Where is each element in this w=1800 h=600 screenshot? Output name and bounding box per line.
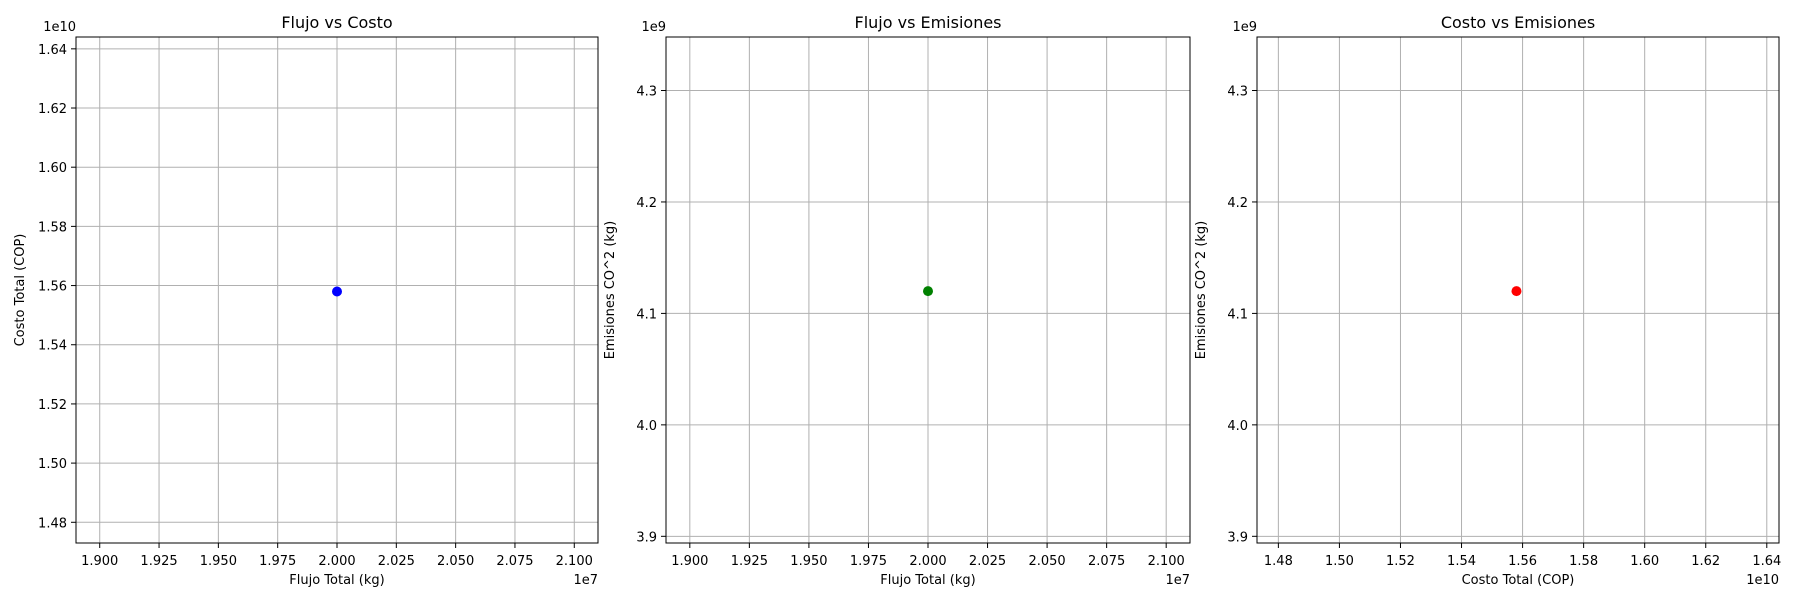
chart-panel-2: 1.900 1.925 1.950 1.975 2.000 2.025 2.050 2.075… — [603, 13, 1191, 588]
x-tick-label: 1.975 — [850, 554, 887, 569]
x-tick-label: 1.50 — [1325, 554, 1354, 569]
y-tick-label: 4.1 — [636, 307, 657, 322]
chart-title: Costo vs Emisiones — [1441, 13, 1595, 32]
chart-title: Flujo vs Costo — [281, 13, 392, 32]
x-tick-label: 1.64 — [1752, 554, 1781, 569]
plot-frame — [665, 36, 1191, 544]
data-point — [923, 286, 933, 297]
x-tick-label: 1.975 — [259, 554, 296, 569]
x-tick-label: 2.025 — [378, 554, 415, 569]
y-offset-label: 1e9 — [1232, 20, 1257, 35]
y-tick-label: 1.50 — [38, 457, 67, 472]
x-tick-label: 2.000 — [318, 554, 355, 569]
x-tick-label: 2.050 — [437, 554, 474, 569]
x-tick-label: 2.025 — [969, 554, 1006, 569]
y-axis-label: Emisiones CO^2 (kg) — [1194, 221, 1209, 360]
x-tick-label: 1.950 — [790, 554, 827, 569]
y-tick-label: 1.48 — [38, 516, 67, 531]
data-point — [1511, 286, 1522, 297]
y-axis-label: Costo Total (COP) — [13, 234, 28, 347]
y-tick-label: 4.0 — [636, 419, 657, 434]
y-tick-label: 4.2 — [636, 196, 657, 211]
x-tick-label: 2.000 — [909, 554, 946, 569]
y-tick-label: 1.54 — [38, 339, 67, 354]
x-tick-label: 1.56 — [1508, 554, 1537, 569]
y-tick-label: 4.1 — [1227, 307, 1248, 322]
y-tick-label: 1.56 — [38, 280, 67, 295]
x-tick-label: 2.100 — [1148, 554, 1185, 569]
x-tick-label: 1.925 — [140, 554, 177, 569]
x-offset-label: 1e7 — [573, 573, 598, 588]
y-tick-label: 4.2 — [1227, 196, 1248, 211]
x-tick-label: 1.60 — [1630, 554, 1659, 569]
x-tick-label: 1.925 — [731, 554, 768, 569]
y-offset-label: 1e10 — [43, 20, 76, 35]
y-tick-label: 3.9 — [636, 530, 657, 545]
x-axis-label: Flujo Total (kg) — [880, 573, 975, 588]
y-axis-label: Emisiones CO^2 (kg) — [603, 221, 618, 360]
y-tick-label: 4.3 — [636, 84, 657, 99]
x-tick-label: 1.54 — [1447, 554, 1476, 569]
x-tick-label: 1.62 — [1691, 554, 1720, 569]
y-tick-label: 4.0 — [1227, 419, 1248, 434]
chart-panel-1: 1.900 1.925 1.950 1.975 2.000 2.025 2.050 2.075… — [13, 13, 599, 588]
y-tick-label: 1.60 — [38, 161, 67, 176]
x-tick-label: 1.900 — [81, 554, 118, 569]
x-axis-label: Flujo Total (kg) — [289, 573, 384, 588]
y-tick-label: 1.58 — [38, 220, 67, 235]
x-tick-label: 2.075 — [1088, 554, 1125, 569]
x-axis-label: Costo Total (COP) — [1462, 573, 1575, 588]
x-offset-label: 1e7 — [1165, 573, 1190, 588]
chart-panel-3: 1.48 1.50 1.52 1.54 1.56 1.58 1.60 1.62 1.64 3.9 4… — [1194, 13, 1781, 588]
plot-frame — [1256, 36, 1780, 544]
x-tick-label: 1.900 — [671, 554, 708, 569]
x-tick-label: 2.100 — [556, 554, 593, 569]
chart-title: Flujo vs Emisiones — [854, 13, 1001, 32]
y-tick-label: 1.62 — [38, 102, 67, 117]
plot-frame — [75, 36, 599, 544]
x-tick-label: 1.58 — [1569, 554, 1598, 569]
x-tick-label: 1.52 — [1386, 554, 1415, 569]
x-tick-label: 1.950 — [200, 554, 237, 569]
x-offset-label: 1e10 — [1746, 573, 1779, 588]
y-tick-label: 3.9 — [1227, 530, 1248, 545]
x-tick-label: 1.48 — [1264, 554, 1293, 569]
x-tick-label: 2.050 — [1028, 554, 1065, 569]
data-point — [332, 286, 342, 297]
x-tick-label: 2.075 — [496, 554, 533, 569]
y-tick-label: 1.64 — [38, 43, 67, 58]
y-tick-label: 1.52 — [38, 398, 67, 413]
y-tick-label: 4.3 — [1227, 84, 1248, 99]
y-offset-label: 1e9 — [641, 20, 666, 35]
